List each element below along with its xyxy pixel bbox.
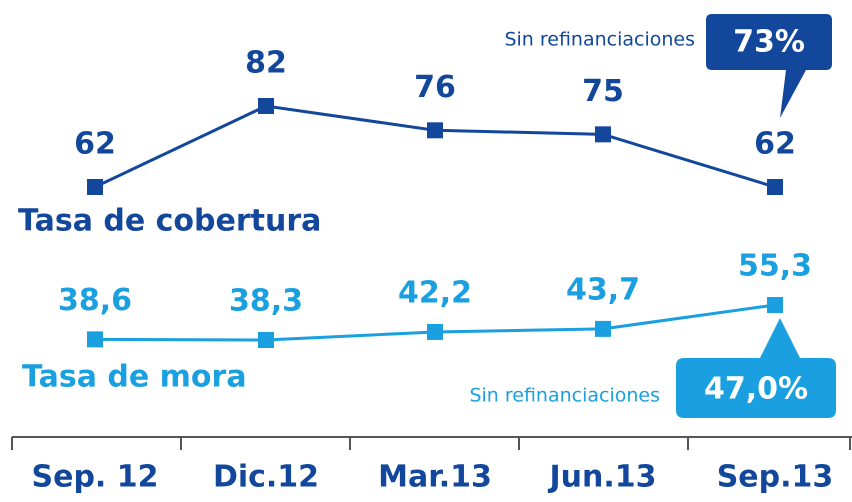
- data-label: 62: [74, 127, 116, 162]
- x-tick-label: Sep. 12: [31, 460, 158, 495]
- x-tick-label: Mar.13: [378, 460, 492, 495]
- marker: [595, 126, 611, 143]
- data-label: 75: [582, 74, 624, 109]
- data-label: 43,7: [566, 272, 640, 307]
- data-label: 82: [245, 46, 287, 81]
- marker: [767, 179, 783, 195]
- callout-value: 73%: [733, 25, 805, 60]
- axis-ticks: [11, 437, 851, 450]
- data-label: 38,3: [229, 284, 303, 319]
- series-label: Tasa de mora: [22, 360, 247, 395]
- line: [94, 104, 776, 189]
- data-label: 76: [414, 70, 456, 105]
- marker: [258, 98, 274, 114]
- callout-box: [706, 14, 832, 118]
- data-label: 38,6: [58, 283, 132, 318]
- marker: [427, 323, 443, 340]
- x-tick-label: Sep.13: [717, 460, 834, 495]
- marker: [595, 320, 611, 337]
- marker: [427, 122, 443, 139]
- marker: [767, 297, 783, 313]
- data-label: 55,3: [738, 249, 812, 284]
- series-label: Tasa de cobertura: [18, 204, 321, 239]
- x-tick-label: Dic.12: [213, 460, 319, 495]
- data-label: 42,2: [398, 275, 472, 310]
- marker: [258, 332, 274, 348]
- annotation: Sin refinanciaciones: [504, 29, 695, 51]
- annotation: Sin refinanciaciones: [469, 385, 660, 407]
- callout-value: 47,0%: [704, 372, 808, 407]
- x-tick-label: Jun.13: [547, 460, 656, 495]
- data-label: 62: [754, 127, 796, 162]
- marker: [87, 179, 103, 195]
- callout-box: [676, 318, 836, 418]
- marker: [87, 331, 103, 348]
